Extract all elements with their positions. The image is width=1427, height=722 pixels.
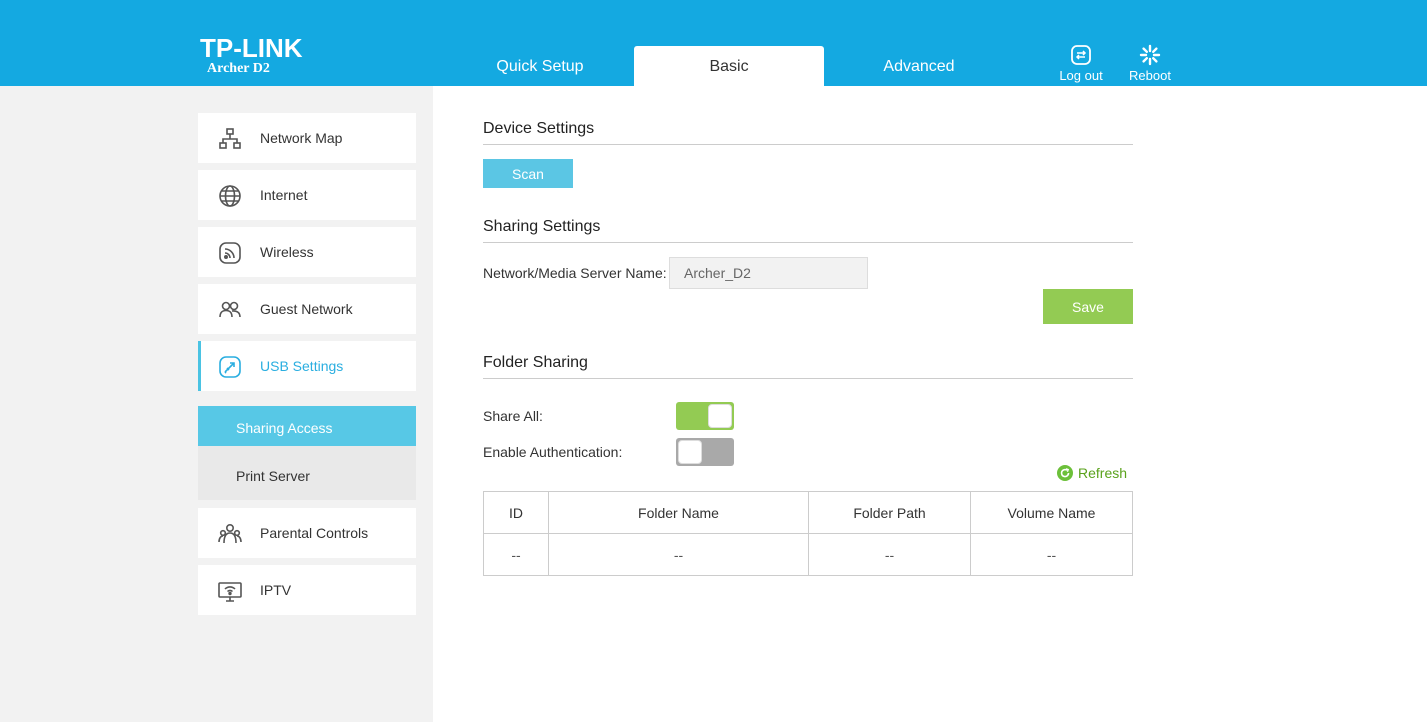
reboot-button[interactable]: Reboot	[1124, 44, 1176, 83]
sidebar-item-label: Guest Network	[260, 301, 353, 317]
globe-icon	[219, 185, 241, 207]
submenu-item-print-server[interactable]: Print Server	[236, 468, 310, 484]
enable-authentication-toggle[interactable]	[676, 438, 734, 466]
share-all-toggle[interactable]	[676, 402, 734, 430]
share-all-label: Share All:	[483, 408, 543, 424]
column-header-id: ID	[483, 491, 549, 534]
parental-icon	[218, 523, 242, 544]
sidebar-item-label: Wireless	[260, 244, 314, 260]
refresh-label: Refresh	[1078, 465, 1128, 481]
logout-button[interactable]: Log out	[1055, 44, 1107, 83]
sidebar-item-label: Internet	[260, 187, 308, 203]
top-header: TP-LINK Archer D2 Quick Setup Basic Adva…	[0, 0, 1427, 86]
main-content: Device Settings Scan Sharing Settings Ne…	[433, 86, 1427, 722]
scan-button[interactable]: Scan	[483, 159, 573, 188]
tab-advanced[interactable]: Advanced	[883, 58, 955, 75]
sidebar-item-internet[interactable]: Internet	[198, 170, 416, 220]
sidebar-item-network-map[interactable]: Network Map	[198, 113, 416, 163]
save-button[interactable]: Save	[1043, 289, 1133, 324]
sidebar-item-label: Network Map	[260, 130, 343, 146]
network-map-icon	[219, 128, 241, 149]
table-header-row: ID Folder Name Folder Path Volume Name	[483, 491, 1133, 534]
iptv-icon	[218, 582, 242, 602]
sidebar-item-iptv[interactable]: IPTV	[198, 565, 416, 615]
column-header-folder-path: Folder Path	[808, 491, 971, 534]
reboot-icon	[1139, 44, 1161, 66]
sidebar-item-parental-controls[interactable]: Parental Controls	[198, 508, 416, 558]
folder-table: ID Folder Name Folder Path Volume Name -…	[483, 491, 1133, 576]
logout-icon	[1071, 45, 1091, 65]
sidebar-item-usb-settings[interactable]: USB Settings	[198, 341, 416, 391]
guest-icon	[219, 301, 241, 318]
logout-label: Log out	[1059, 68, 1103, 83]
server-name-label: Network/Media Server Name:	[483, 265, 667, 281]
refresh-button[interactable]: Refresh	[1057, 465, 1127, 481]
tab-quick-setup[interactable]: Quick Setup	[496, 58, 584, 75]
folder-sharing-title: Folder Sharing	[483, 354, 1133, 379]
refresh-icon	[1057, 465, 1073, 481]
model-name: Archer D2	[207, 61, 270, 76]
submenu-item-sharing-access[interactable]: Sharing Access	[198, 406, 416, 446]
sharing-settings-title: Sharing Settings	[483, 218, 1133, 243]
brand-logo: TP-LINK	[200, 33, 303, 63]
tab-basic[interactable]: Basic	[634, 46, 824, 86]
usb-icon	[219, 356, 241, 378]
table-row: -- -- -- --	[483, 533, 1133, 576]
usb-submenu: Sharing Access Print Server	[198, 406, 416, 500]
column-header-volume-name: Volume Name	[970, 491, 1133, 534]
enable-authentication-label: Enable Authentication:	[483, 444, 623, 460]
toggle-knob	[708, 404, 732, 428]
table-cell: --	[548, 533, 809, 576]
sidebar-item-label: IPTV	[260, 582, 292, 598]
sidebar-item-wireless[interactable]: Wireless	[198, 227, 416, 277]
toggle-knob	[678, 440, 702, 464]
wireless-icon	[219, 242, 241, 264]
table-cell: --	[808, 533, 971, 576]
device-settings-title: Device Settings	[483, 120, 1133, 145]
column-header-folder-name: Folder Name	[548, 491, 809, 534]
sidebar-item-label: Parental Controls	[260, 525, 369, 541]
sidebar-item-guest-network[interactable]: Guest Network	[198, 284, 416, 334]
server-name-input[interactable]	[669, 257, 868, 289]
sidebar-item-label: USB Settings	[260, 358, 344, 374]
table-cell: --	[970, 533, 1133, 576]
reboot-label: Reboot	[1129, 68, 1171, 83]
table-cell: --	[483, 533, 549, 576]
